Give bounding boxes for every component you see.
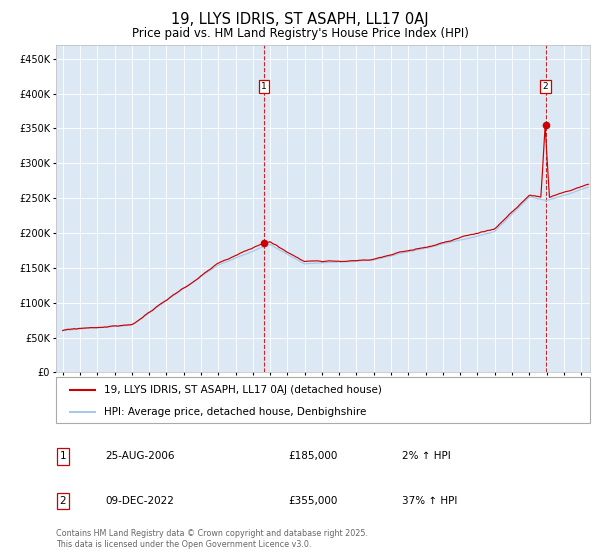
Text: HPI: Average price, detached house, Denbighshire: HPI: Average price, detached house, Denb…	[104, 407, 366, 417]
Text: 25-AUG-2006: 25-AUG-2006	[105, 451, 175, 461]
Text: 2% ↑ HPI: 2% ↑ HPI	[402, 451, 451, 461]
Text: £355,000: £355,000	[288, 496, 337, 506]
Text: 1: 1	[59, 451, 67, 461]
Text: 1: 1	[261, 82, 267, 91]
Text: Contains HM Land Registry data © Crown copyright and database right 2025.
This d: Contains HM Land Registry data © Crown c…	[56, 529, 368, 549]
FancyBboxPatch shape	[56, 377, 590, 423]
Text: Price paid vs. HM Land Registry's House Price Index (HPI): Price paid vs. HM Land Registry's House …	[131, 27, 469, 40]
Text: 2: 2	[59, 496, 67, 506]
Text: 2: 2	[543, 82, 548, 91]
Text: 09-DEC-2022: 09-DEC-2022	[105, 496, 174, 506]
Text: 19, LLYS IDRIS, ST ASAPH, LL17 0AJ (detached house): 19, LLYS IDRIS, ST ASAPH, LL17 0AJ (deta…	[104, 385, 382, 395]
Text: £185,000: £185,000	[288, 451, 337, 461]
Text: 37% ↑ HPI: 37% ↑ HPI	[402, 496, 457, 506]
Text: 19, LLYS IDRIS, ST ASAPH, LL17 0AJ: 19, LLYS IDRIS, ST ASAPH, LL17 0AJ	[171, 12, 429, 27]
